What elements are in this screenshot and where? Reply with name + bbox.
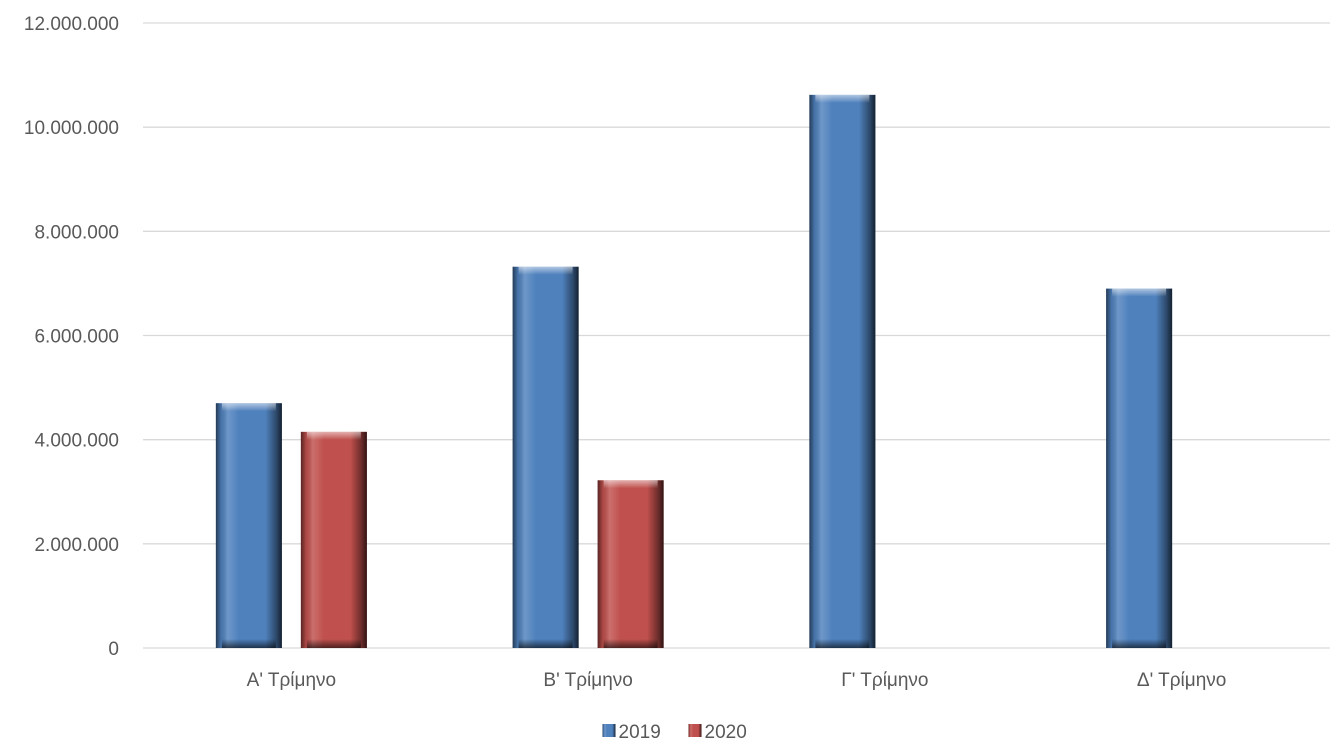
y-tick-label: 6.000.000 bbox=[34, 327, 119, 348]
legend: 2019 2020 bbox=[602, 722, 747, 743]
x-tick-label: Β' Τρίμηνο bbox=[543, 670, 632, 691]
x-tick-label: Α' Τρίμηνο bbox=[247, 670, 336, 691]
x-axis-tick-labels: Α' Τρίμηνο Β' Τρίμηνο Γ' Τρίμηνο Δ' Τρίμηνο bbox=[247, 670, 1227, 691]
bar-2020-1 bbox=[300, 431, 367, 648]
y-tick-label: 0 bbox=[108, 639, 119, 660]
y-tick-label: 4.000.000 bbox=[34, 431, 119, 452]
y-tick-label: 12.000.000 bbox=[24, 14, 119, 35]
legend-label: 2020 bbox=[705, 722, 747, 742]
bars bbox=[215, 94, 1173, 648]
bar-2019-3 bbox=[809, 94, 876, 648]
legend-item-2020: 2020 bbox=[688, 722, 747, 743]
bar-2019-4 bbox=[1106, 288, 1173, 648]
bar-2020-2 bbox=[597, 480, 664, 648]
y-tick-label: 2.000.000 bbox=[34, 535, 119, 556]
y-axis-tick-labels: 0 2.000.000 4.000.000 6.000.000 8.000.000 10.… bbox=[24, 14, 119, 660]
y-tick-label: 8.000.000 bbox=[34, 222, 119, 243]
legend-label: 2019 bbox=[619, 722, 661, 742]
x-tick-label: Γ' Τρίμηνο bbox=[841, 670, 928, 691]
y-tick-label: 10.000.000 bbox=[24, 118, 119, 139]
bar-2019-1 bbox=[215, 403, 282, 648]
x-tick-label: Δ' Τρίμηνο bbox=[1137, 670, 1226, 691]
legend-item-2019: 2019 bbox=[602, 722, 661, 743]
bar-2019-2 bbox=[512, 266, 579, 648]
